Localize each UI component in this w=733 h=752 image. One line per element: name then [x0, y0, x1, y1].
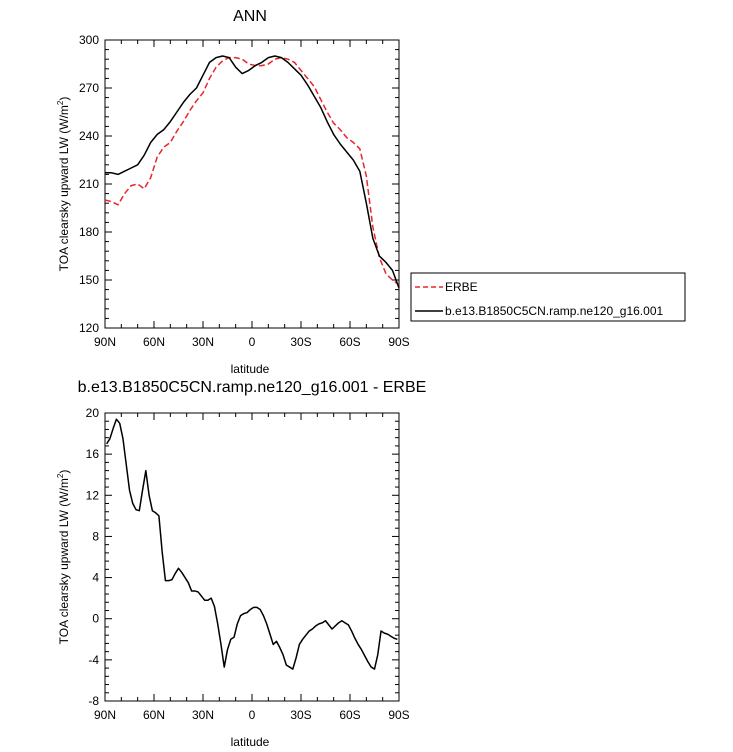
legend-model-label: b.e13.B1850C5CN.ramp.ne120_g16.001: [445, 304, 663, 318]
bottom-y-axis-label-sup: 2: [56, 473, 65, 478]
bottom-panel: b.e13.B1850C5CN.ramp.ne120_g16.001 - ERB…: [56, 379, 426, 749]
top-y-tick-label: 180: [79, 225, 99, 239]
bottom-x-tick-label: 0: [249, 708, 256, 722]
legend-erbe-label: ERBE: [445, 280, 478, 294]
bottom-y-axis-label-close: ): [57, 470, 71, 474]
bottom-y-tick-labels: -8 -4 0 4 8 12 16 20: [86, 406, 100, 708]
bottom-y-axis-label: TOA clearsky upward LW (W/m2): [56, 470, 71, 645]
top-y-tick-label: 210: [79, 177, 99, 191]
bottom-y-axis-label-main: TOA clearsky upward LW (W/m: [57, 478, 71, 644]
top-y-tick-label: 300: [79, 33, 99, 47]
bottom-y-tick-label: -8: [88, 694, 99, 708]
top-x-tick-label: 30N: [192, 335, 214, 349]
top-y-tick-label: 150: [79, 273, 99, 287]
top-title: ANN: [233, 8, 267, 25]
bottom-series: [105, 418, 398, 670]
top-y-tick-label: 270: [79, 81, 99, 95]
top-x-tick-label: 90S: [388, 335, 409, 349]
bottom-y-tick-label: 16: [86, 447, 100, 461]
top-plot-frame: [104, 39, 400, 329]
top-y-tick-label: 240: [79, 129, 99, 143]
top-y-tick-label: 120: [79, 321, 99, 335]
top-x-tick-label: 90N: [94, 335, 116, 349]
bottom-y-tick-label: 0: [92, 612, 99, 626]
top-x-tick-label: 60N: [143, 335, 165, 349]
bottom-y-tick-label: 4: [92, 571, 99, 585]
top-series-model-line: [105, 55, 400, 289]
top-x-tick-label: 30S: [290, 335, 311, 349]
bottom-x-tick-label: 30N: [192, 708, 214, 722]
bottom-y-tick-label: 8: [92, 529, 99, 543]
bottom-y-tick-label: -4: [88, 653, 99, 667]
top-x-axis-label: latitude: [231, 362, 270, 376]
bottom-x-tick-label: 60S: [339, 708, 360, 722]
bottom-x-axis-label: latitude: [231, 735, 270, 749]
bottom-x-tick-label: 30S: [290, 708, 311, 722]
bottom-plot-frame: [104, 412, 400, 702]
bottom-x-tick-label: 90N: [94, 708, 116, 722]
bottom-ticks: [104, 412, 400, 702]
bottom-title: b.e13.B1850C5CN.ramp.ne120_g16.001 - ERB…: [78, 379, 427, 396]
bottom-x-tick-label: 60N: [143, 708, 165, 722]
bottom-series-difference-line: [105, 418, 398, 670]
top-x-tick-labels: 90N 60N 30N 0 30S 60S 90S: [94, 335, 410, 349]
top-y-axis-label: TOA clearsky upward LW (W/m2): [56, 97, 71, 272]
top-ticks: [104, 39, 400, 329]
top-x-tick-label: 0: [249, 335, 256, 349]
bottom-x-tick-label: 90S: [388, 708, 409, 722]
top-y-axis-label-main: TOA clearsky upward LW (W/m: [57, 105, 71, 271]
bottom-y-tick-label: 20: [86, 406, 100, 420]
top-panel: ANN 90N 60N 30N 0 30S 60S 90S 120 150 180 210 240 2…: [56, 8, 686, 376]
top-y-axis-label-close: ): [57, 97, 71, 101]
bottom-y-tick-label: 12: [86, 488, 100, 502]
top-x-tick-label: 60S: [339, 335, 360, 349]
bottom-x-tick-labels: 90N 60N 30N 0 30S 60S 90S: [94, 708, 410, 722]
top-series: [104, 55, 400, 289]
legend-box: [410, 272, 686, 322]
top-series-erbe-line: [104, 56, 400, 286]
legend: ERBE b.e13.B1850C5CN.ramp.ne120_g16.001: [410, 272, 686, 322]
top-y-tick-labels: 120 150 180 210 240 270 300: [79, 33, 99, 335]
top-y-axis-label-sup: 2: [56, 100, 65, 105]
